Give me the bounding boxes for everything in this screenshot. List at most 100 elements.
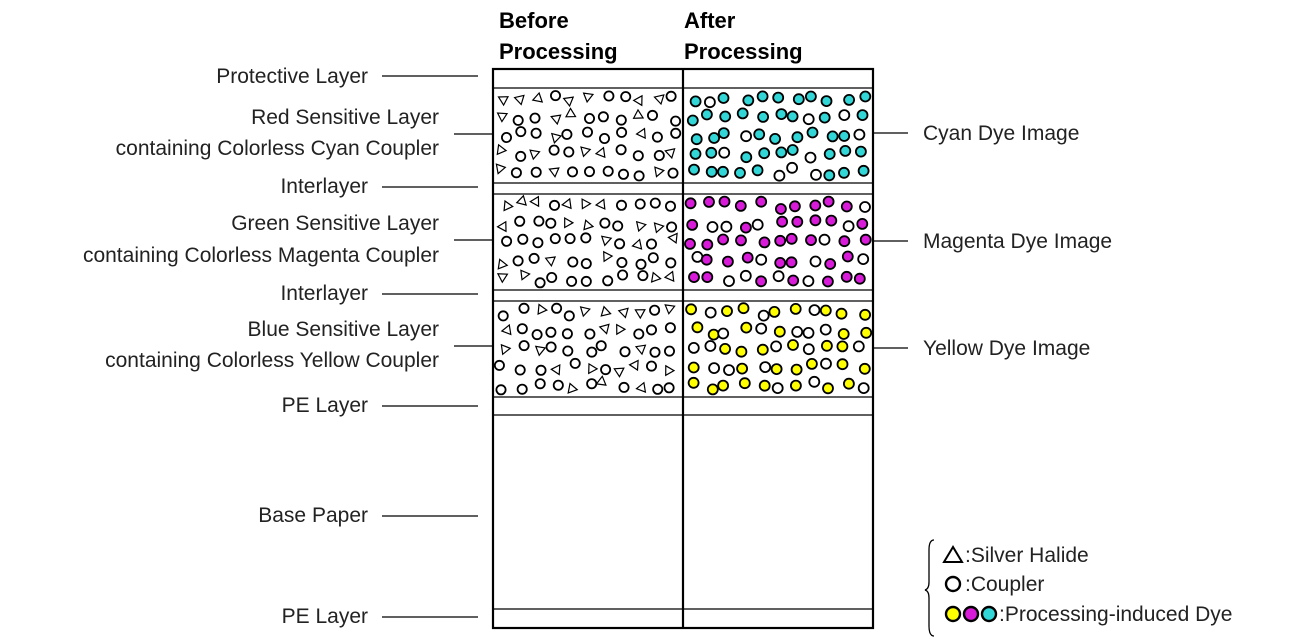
coupler-particle bbox=[615, 144, 627, 156]
coupler-particle bbox=[600, 364, 612, 376]
coupler-particle bbox=[786, 161, 798, 174]
coupler-particle bbox=[534, 277, 546, 289]
coupler-particle bbox=[791, 325, 804, 338]
yellow-dye-particle bbox=[687, 376, 700, 389]
silver-halide-particle bbox=[634, 344, 647, 356]
yellow-dye-particle bbox=[707, 328, 720, 341]
coupler-particle bbox=[649, 346, 661, 358]
cyan-dye-particle bbox=[769, 132, 781, 145]
coupler-particle bbox=[515, 126, 527, 138]
cyan-dye-particle bbox=[775, 108, 788, 120]
yellow-dye-particle bbox=[790, 363, 803, 376]
cyan-dye-particle bbox=[753, 128, 766, 141]
magenta-dye-particle bbox=[735, 234, 747, 247]
coupler-particle bbox=[493, 359, 505, 371]
magenta-dye-particle bbox=[840, 200, 853, 213]
silver-halide-particle bbox=[500, 343, 512, 356]
magenta-dye-particle bbox=[840, 270, 853, 283]
coupler-particle bbox=[634, 198, 646, 210]
coupler-particle bbox=[532, 237, 544, 249]
label-blue-sensitive-layer-line2: containing Colorless Yellow Coupler bbox=[105, 349, 439, 372]
silver-halide-particle bbox=[495, 163, 507, 175]
silver-halide-particle bbox=[531, 91, 544, 103]
coupler-particle bbox=[514, 215, 526, 227]
coupler-particle bbox=[646, 238, 658, 250]
cyan-dye-particle bbox=[792, 93, 805, 106]
legend-silver-halide-label: :Silver Halide bbox=[965, 544, 1089, 567]
coupler-particle bbox=[616, 126, 628, 138]
cyan-dye-particle bbox=[758, 147, 771, 160]
magenta-dye-particle bbox=[734, 199, 747, 212]
coupler-particle bbox=[635, 258, 647, 270]
label-interlayer-1: Interlayer bbox=[280, 175, 368, 198]
magenta-dye-particle bbox=[717, 233, 729, 246]
magenta-dye-particle bbox=[740, 221, 752, 234]
cyan-dye-particle bbox=[688, 163, 700, 176]
silver-halide-particle bbox=[635, 381, 647, 394]
silver-halide-particle bbox=[579, 306, 591, 318]
cyan-dye-particle bbox=[686, 114, 699, 127]
legend: :Silver Halide :Coupler :Processing-indu… bbox=[924, 539, 1232, 637]
coupler-particle bbox=[586, 346, 598, 358]
coupler-particle bbox=[535, 364, 547, 376]
coupler-particle bbox=[549, 199, 561, 211]
yellow-dye-particle bbox=[819, 304, 832, 317]
coupler-particle bbox=[615, 114, 627, 126]
cyan-dye-particle bbox=[820, 95, 833, 107]
coupler-particle bbox=[687, 341, 700, 354]
coupler-particle bbox=[549, 233, 561, 245]
yellow-dye-particle bbox=[836, 358, 849, 371]
coupler-particle bbox=[617, 269, 629, 281]
coupler-particle bbox=[664, 345, 676, 357]
coupler-particle bbox=[584, 166, 596, 178]
silver-halide-particle bbox=[600, 235, 613, 247]
coupler-particle bbox=[652, 383, 664, 395]
coupler-particle bbox=[665, 90, 677, 102]
coupler-particle bbox=[546, 271, 558, 283]
coupler-particle bbox=[533, 215, 545, 227]
yellow-dye-particle bbox=[789, 302, 802, 315]
silver-halide-particle bbox=[515, 194, 527, 206]
header-after-line1: After bbox=[684, 8, 736, 33]
silver-halide-particle bbox=[664, 304, 676, 315]
coupler-particle bbox=[838, 109, 851, 121]
cyan-dye-particle bbox=[791, 131, 804, 144]
cyan-dye-particle bbox=[823, 169, 836, 182]
cyan-dye-particle bbox=[856, 109, 869, 121]
label-protective-layer: Protective Layer bbox=[216, 65, 368, 88]
coupler-particle bbox=[516, 383, 528, 395]
coupler-particle bbox=[646, 324, 658, 336]
cyan-dye-particle bbox=[757, 111, 769, 123]
cyan-dye-particle bbox=[823, 148, 836, 160]
coupler-particle bbox=[514, 364, 526, 376]
silver-halide-particle bbox=[561, 197, 572, 210]
coupler-particle bbox=[516, 323, 528, 335]
coupler-particle bbox=[620, 91, 632, 103]
coupler-particle bbox=[772, 270, 785, 283]
coupler-particle bbox=[804, 151, 817, 164]
silver-halide-particle bbox=[664, 147, 676, 160]
coupler-particle bbox=[586, 378, 598, 390]
silver-halide-particle bbox=[667, 232, 678, 244]
coupler-particle bbox=[512, 255, 524, 267]
after-processing-particles bbox=[684, 90, 873, 396]
coupler-particle bbox=[545, 217, 557, 229]
silver-halide-icon bbox=[942, 545, 964, 563]
yellow-dye-particle bbox=[737, 302, 750, 315]
coupler-particle bbox=[512, 114, 524, 126]
coupler-particle bbox=[723, 275, 735, 288]
coupler-particle bbox=[616, 199, 628, 211]
silver-halide-particle bbox=[497, 96, 510, 107]
coupler-particle bbox=[739, 269, 752, 282]
coupler-particle bbox=[646, 360, 658, 372]
silver-halide-particle bbox=[496, 273, 509, 284]
coupler-particle bbox=[563, 310, 575, 322]
coupler-particle bbox=[842, 220, 855, 233]
cyan-dye-particle bbox=[742, 94, 755, 107]
cyan-dye-particle bbox=[775, 146, 788, 159]
silver-halide-particle bbox=[550, 114, 562, 126]
header-before-line1: Before bbox=[499, 8, 569, 33]
magenta-dye-particle bbox=[805, 234, 817, 247]
yellow-dye-particle bbox=[738, 377, 751, 390]
